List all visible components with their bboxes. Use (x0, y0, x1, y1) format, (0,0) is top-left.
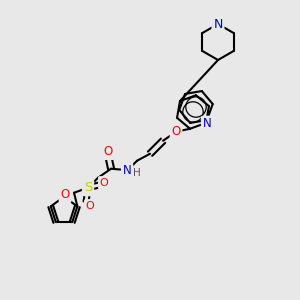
Text: O: O (171, 125, 181, 138)
Text: O: O (103, 145, 113, 158)
Text: O: O (86, 201, 94, 211)
Text: N: N (202, 117, 211, 130)
Text: S: S (84, 181, 92, 194)
Text: N: N (123, 164, 131, 177)
Text: N: N (213, 17, 223, 31)
Text: H: H (133, 168, 141, 178)
Text: O: O (60, 188, 70, 201)
Text: O: O (100, 178, 108, 188)
